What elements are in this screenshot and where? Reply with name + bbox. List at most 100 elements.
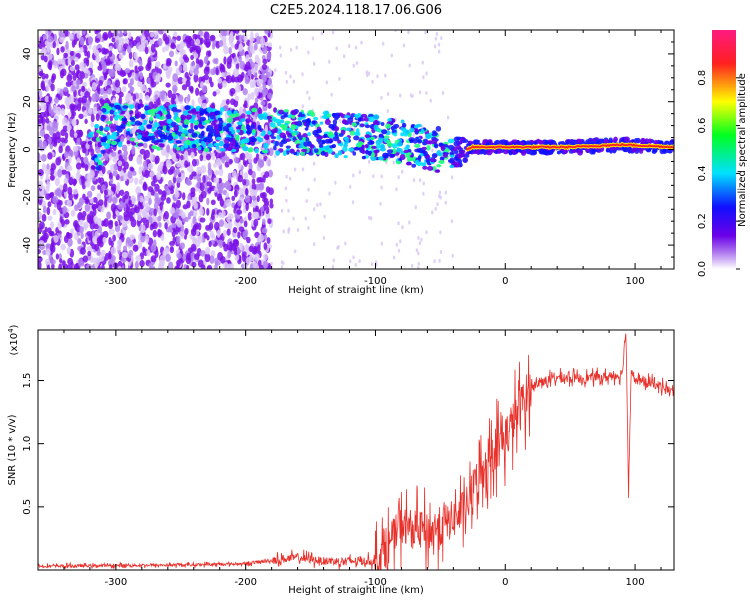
spectrogram-cell [66, 246, 71, 255]
top-y-axis-label: Frequency (Hz) [7, 112, 18, 188]
spectrogram-cell [434, 206, 437, 211]
spectrogram-cell [140, 113, 146, 120]
spectrogram-cell [117, 265, 122, 269]
spectrogram-cell [71, 85, 76, 92]
spectrogram-cell [190, 187, 196, 195]
spectrogram-cell [223, 45, 229, 55]
spectrogram-cell [66, 97, 71, 106]
spectrogram-cell [162, 107, 167, 111]
spectrogram-cell [230, 98, 236, 106]
spectrogram-cell [226, 56, 233, 65]
spectrogram-cell [110, 125, 115, 133]
spectrogram-cell [211, 209, 216, 216]
spectrogram-cell [298, 134, 303, 141]
spectrogram-cell [123, 214, 130, 222]
spectrogram-cell [103, 218, 109, 228]
spectrogram-cell [267, 130, 272, 136]
spectrogram-cell [200, 140, 205, 147]
spectrogram-cell [392, 123, 400, 129]
spectrogram-cell [348, 184, 352, 189]
spectrogram-cell [258, 233, 265, 243]
spectrogram-cell [370, 262, 374, 267]
spectrogram-cell [462, 157, 468, 163]
spectrogram-cell [78, 129, 83, 138]
spectrogram-cell [82, 44, 88, 54]
spectrogram-cell [344, 241, 347, 246]
spectrogram-cell [83, 221, 89, 229]
spectrogram-cell [380, 95, 383, 100]
spectrogram-cell [96, 153, 103, 158]
spectrogram-cell [150, 111, 156, 117]
spectrogram-cell [312, 129, 319, 136]
spectrogram-cell [371, 79, 374, 84]
spectrogram-cell [153, 201, 159, 211]
spectrogram-cell [395, 160, 402, 165]
spectrogram-cell [395, 242, 398, 247]
spectrogram-cell [411, 163, 417, 168]
spectrogram-cell [327, 139, 333, 144]
spectrogram-cell [191, 171, 197, 177]
spectrogram-cell [207, 50, 212, 57]
spectrogram-cell [209, 114, 216, 120]
spectrogram-cell [127, 211, 133, 218]
spectrogram-cell [78, 113, 84, 120]
spectrogram-cell [121, 86, 127, 93]
spectrogram-cell [199, 154, 204, 162]
spectrogram-cell [358, 259, 361, 264]
spectrogram-cell [349, 259, 352, 264]
spectrogram-cell [211, 42, 216, 50]
spectrogram-cell [234, 135, 240, 141]
spectrogram-cell [141, 209, 148, 218]
spectrogram-cell [100, 149, 106, 154]
spectrogram-cell [68, 192, 74, 201]
spectrogram-cell [129, 133, 134, 138]
spectrogram-cell [158, 120, 165, 126]
spectrogram-cell [221, 99, 228, 105]
spectrogram-cell [179, 242, 185, 250]
spectrogram-cell [332, 258, 335, 263]
spectrogram-cell [435, 32, 439, 37]
spectrogram-cell [184, 227, 189, 236]
spectrogram-cell [224, 161, 230, 168]
spectrogram-cell [75, 162, 82, 170]
spectrogram-cell [444, 148, 450, 153]
spectrogram-cell [214, 169, 220, 176]
spectrogram-cell [135, 129, 142, 133]
spectrogram-cell [433, 259, 436, 264]
spectrogram-cell [432, 130, 437, 134]
spectrogram-cell [161, 93, 165, 102]
spectrogram-cell [355, 61, 359, 66]
spectrogram-cell [64, 219, 70, 225]
spectrogram-cell [102, 236, 107, 244]
spectrogram-cell [384, 73, 387, 78]
spectrogram-cell [115, 125, 120, 131]
spectrogram-cell [120, 135, 125, 143]
spectrogram-cell [274, 68, 277, 73]
spectrogram-cell [87, 36, 93, 45]
spectrogram-cell [137, 202, 142, 210]
spectrogram-cell [129, 78, 134, 86]
spectrogram-cell [69, 66, 75, 72]
spectrogram-cell [451, 253, 454, 258]
spectrogram-cell [245, 54, 250, 63]
spectrogram-cell [58, 253, 62, 260]
spectrogram-cell [258, 79, 264, 85]
spectrogram-cell [215, 145, 220, 150]
spectrogram-cell [66, 264, 72, 269]
spectrogram-cell [412, 138, 418, 144]
spectrogram-cell [208, 240, 212, 248]
spectrogram-cell [328, 191, 331, 196]
spectrogram-cell [144, 105, 150, 111]
spectrogram-cell [95, 136, 100, 142]
spectrogram-cell [113, 111, 118, 116]
spectrogram-cell [346, 127, 352, 132]
spectrogram-cell [251, 195, 257, 201]
spectrogram-cell [244, 194, 251, 204]
spectrogram-cell [257, 58, 261, 67]
spectrogram-cell [156, 97, 161, 106]
spectrogram-cell [238, 34, 243, 44]
spectrogram-cell [82, 67, 89, 73]
spectrogram-cell [70, 106, 75, 115]
spectrogram-cell [256, 244, 261, 253]
spectrogram-cell [213, 162, 218, 168]
